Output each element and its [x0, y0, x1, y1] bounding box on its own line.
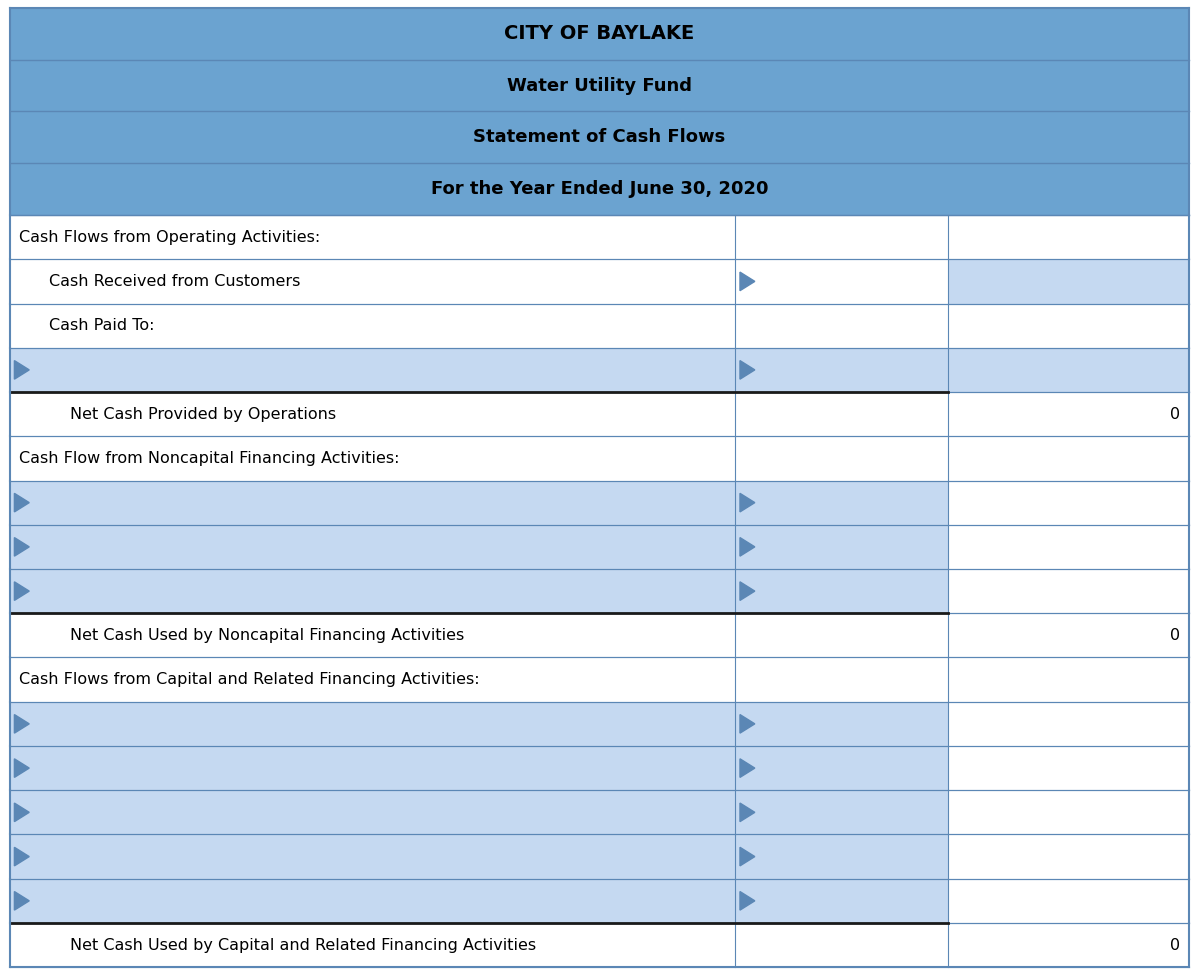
- Bar: [947, 878, 1189, 923]
- Text: Cash Flow from Noncapital Financing Activities:: Cash Flow from Noncapital Financing Acti…: [19, 450, 399, 466]
- Text: CITY OF BAYLAKE: CITY OF BAYLAKE: [505, 24, 694, 43]
- Bar: [10, 702, 735, 746]
- Bar: [735, 923, 947, 967]
- Bar: [947, 525, 1189, 569]
- Polygon shape: [740, 582, 755, 601]
- Bar: [10, 111, 1189, 163]
- Polygon shape: [740, 891, 755, 910]
- Bar: [947, 215, 1189, 259]
- Bar: [10, 878, 735, 923]
- Bar: [10, 790, 735, 835]
- Bar: [10, 59, 1189, 111]
- Polygon shape: [14, 803, 29, 822]
- Bar: [10, 525, 735, 569]
- Polygon shape: [14, 891, 29, 910]
- Polygon shape: [740, 759, 755, 777]
- Bar: [735, 259, 947, 303]
- Bar: [947, 348, 1189, 392]
- Polygon shape: [14, 493, 29, 512]
- Polygon shape: [14, 582, 29, 601]
- Polygon shape: [14, 537, 29, 556]
- Bar: [735, 790, 947, 835]
- Text: 0: 0: [1170, 938, 1180, 953]
- Text: Cash Flows from Operating Activities:: Cash Flows from Operating Activities:: [19, 230, 320, 245]
- Bar: [10, 613, 735, 657]
- Bar: [10, 481, 735, 525]
- Polygon shape: [740, 272, 755, 291]
- Bar: [947, 746, 1189, 790]
- Bar: [735, 702, 947, 746]
- Bar: [735, 348, 947, 392]
- Polygon shape: [740, 715, 755, 733]
- Bar: [10, 923, 735, 967]
- Bar: [947, 702, 1189, 746]
- Bar: [735, 436, 947, 481]
- Polygon shape: [740, 803, 755, 822]
- Bar: [735, 525, 947, 569]
- Bar: [10, 835, 735, 878]
- Polygon shape: [14, 361, 29, 379]
- Bar: [735, 569, 947, 613]
- Bar: [735, 878, 947, 923]
- Bar: [735, 613, 947, 657]
- Polygon shape: [14, 715, 29, 733]
- Bar: [735, 392, 947, 436]
- Polygon shape: [14, 847, 29, 866]
- Text: Net Cash Used by Noncapital Financing Activities: Net Cash Used by Noncapital Financing Ac…: [70, 628, 464, 643]
- Text: 0: 0: [1170, 407, 1180, 421]
- Polygon shape: [740, 537, 755, 556]
- Bar: [947, 790, 1189, 835]
- Bar: [947, 481, 1189, 525]
- Bar: [10, 392, 735, 436]
- Bar: [10, 436, 735, 481]
- Bar: [947, 923, 1189, 967]
- Bar: [947, 613, 1189, 657]
- Text: For the Year Ended June 30, 2020: For the Year Ended June 30, 2020: [430, 180, 769, 198]
- Bar: [10, 163, 1189, 215]
- Text: 0: 0: [1170, 628, 1180, 643]
- Text: Statement of Cash Flows: Statement of Cash Flows: [474, 129, 725, 146]
- Bar: [947, 657, 1189, 702]
- Text: Water Utility Fund: Water Utility Fund: [507, 76, 692, 95]
- Bar: [10, 303, 735, 348]
- Bar: [947, 303, 1189, 348]
- Bar: [947, 835, 1189, 878]
- Bar: [947, 569, 1189, 613]
- Polygon shape: [14, 759, 29, 777]
- Bar: [947, 436, 1189, 481]
- Bar: [10, 259, 735, 303]
- Bar: [10, 8, 1189, 59]
- Polygon shape: [740, 493, 755, 512]
- Bar: [735, 657, 947, 702]
- Bar: [735, 835, 947, 878]
- Text: Cash Received from Customers: Cash Received from Customers: [49, 274, 301, 289]
- Bar: [947, 259, 1189, 303]
- Bar: [10, 215, 735, 259]
- Bar: [735, 215, 947, 259]
- Bar: [10, 348, 735, 392]
- Bar: [947, 392, 1189, 436]
- Polygon shape: [740, 361, 755, 379]
- Text: Net Cash Used by Capital and Related Financing Activities: Net Cash Used by Capital and Related Fin…: [70, 938, 536, 953]
- Bar: [10, 746, 735, 790]
- Text: Net Cash Provided by Operations: Net Cash Provided by Operations: [70, 407, 336, 421]
- Polygon shape: [740, 847, 755, 866]
- Text: Cash Paid To:: Cash Paid To:: [49, 318, 155, 333]
- Bar: [735, 481, 947, 525]
- Bar: [735, 303, 947, 348]
- Bar: [10, 569, 735, 613]
- Bar: [735, 746, 947, 790]
- Bar: [10, 657, 735, 702]
- Text: Cash Flows from Capital and Related Financing Activities:: Cash Flows from Capital and Related Fina…: [19, 672, 480, 687]
